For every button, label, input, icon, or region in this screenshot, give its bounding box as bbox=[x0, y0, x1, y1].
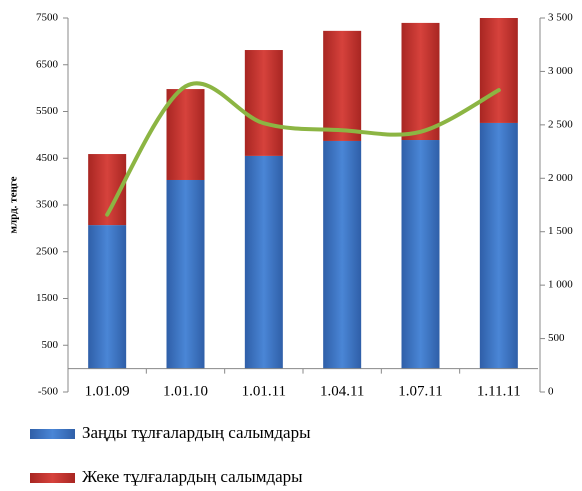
bar bbox=[166, 179, 205, 369]
y-tick-label: 6500 bbox=[36, 58, 59, 70]
bar bbox=[323, 140, 362, 369]
y2-tick-label: 500 bbox=[548, 332, 565, 344]
y2-tick-label: 2 500 bbox=[548, 118, 573, 130]
y2-tick-label: 3 000 bbox=[548, 65, 573, 77]
bar bbox=[244, 50, 283, 156]
y2-tick-label: 1 500 bbox=[548, 225, 573, 237]
legend-label: Жеке тұлғалардың салымдары bbox=[82, 467, 303, 486]
bar bbox=[479, 122, 518, 369]
y2-tick-label: 3 500 bbox=[548, 12, 573, 24]
x-tick-label: 1.01.09 bbox=[85, 383, 130, 399]
y-tick-label: 5500 bbox=[36, 105, 59, 117]
y-tick-label: 3500 bbox=[36, 199, 59, 211]
legend-label: Заңды тұлғалардың салымдары bbox=[82, 423, 311, 442]
y2-tick-label: 0 bbox=[548, 386, 554, 398]
legend-swatch bbox=[30, 429, 75, 439]
y-tick-label: 7500 bbox=[36, 12, 59, 24]
legend-swatch bbox=[30, 473, 75, 483]
y-tick-label: -500 bbox=[38, 386, 59, 398]
y-tick-label: 2500 bbox=[36, 245, 59, 257]
y-tick-label: 4500 bbox=[36, 152, 59, 164]
x-tick-label: 1.07.11 bbox=[398, 383, 442, 399]
y-axis-title: млрд. теңге bbox=[8, 176, 20, 233]
bar bbox=[323, 30, 362, 141]
y2-tick-label: 1 000 bbox=[548, 279, 573, 291]
y-tick-label: 500 bbox=[42, 339, 59, 351]
x-tick-label: 1.04.11 bbox=[320, 383, 364, 399]
line bbox=[105, 81, 501, 217]
x-tick-label: 1.01.11 bbox=[242, 383, 286, 399]
bar bbox=[401, 140, 440, 369]
x-tick-label: 1.01.10 bbox=[163, 383, 208, 399]
y-tick-label: 1500 bbox=[36, 292, 59, 304]
y2-tick-label: 2 000 bbox=[548, 172, 573, 184]
bar bbox=[244, 155, 283, 369]
bar bbox=[479, 18, 518, 123]
bar bbox=[401, 22, 440, 141]
bar bbox=[166, 89, 205, 180]
bar bbox=[88, 225, 127, 369]
x-tick-label: 1.11.11 bbox=[477, 383, 521, 399]
